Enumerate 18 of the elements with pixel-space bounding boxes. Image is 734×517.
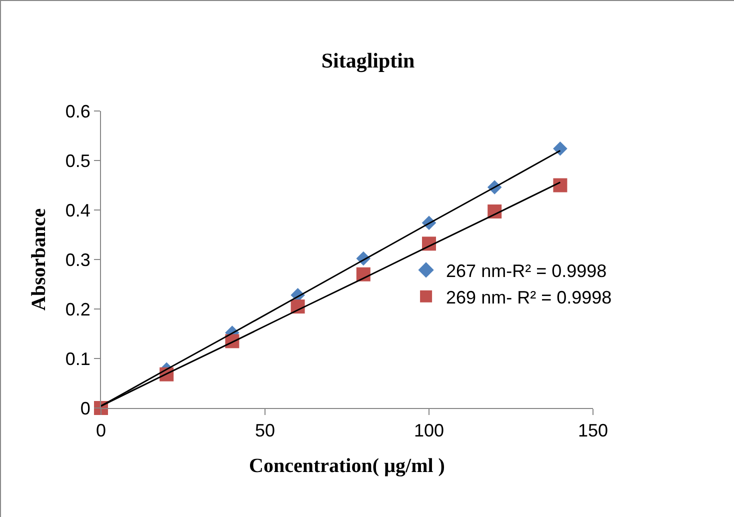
y-tick-label: 0.1	[65, 348, 90, 369]
legend-label: 267 nm-R² = 0.9998	[446, 260, 607, 281]
y-tick-label: 0.6	[65, 101, 90, 122]
y-tick-label: 0.5	[65, 150, 90, 171]
point	[553, 178, 568, 192]
y-tick-label: 0.2	[65, 299, 90, 320]
legend-label: 269 nm- R² = 0.9998	[446, 287, 612, 308]
point	[553, 141, 568, 156]
x-tick-label: 50	[254, 420, 276, 441]
y-axis-title: Absorbance	[28, 208, 50, 311]
chart-title: Sitagliptin	[321, 48, 415, 72]
x-tick-label: 0	[96, 420, 106, 441]
x-tick-label: 100	[414, 420, 444, 441]
y-tick-label: 0.3	[65, 250, 90, 270]
y-tick-label: 0	[80, 398, 90, 418]
x-tick-label: 150	[578, 420, 608, 441]
y-tick-label: 0.4	[65, 200, 90, 220]
x-axis-title: Concentration( µg/ml )	[249, 455, 445, 478]
